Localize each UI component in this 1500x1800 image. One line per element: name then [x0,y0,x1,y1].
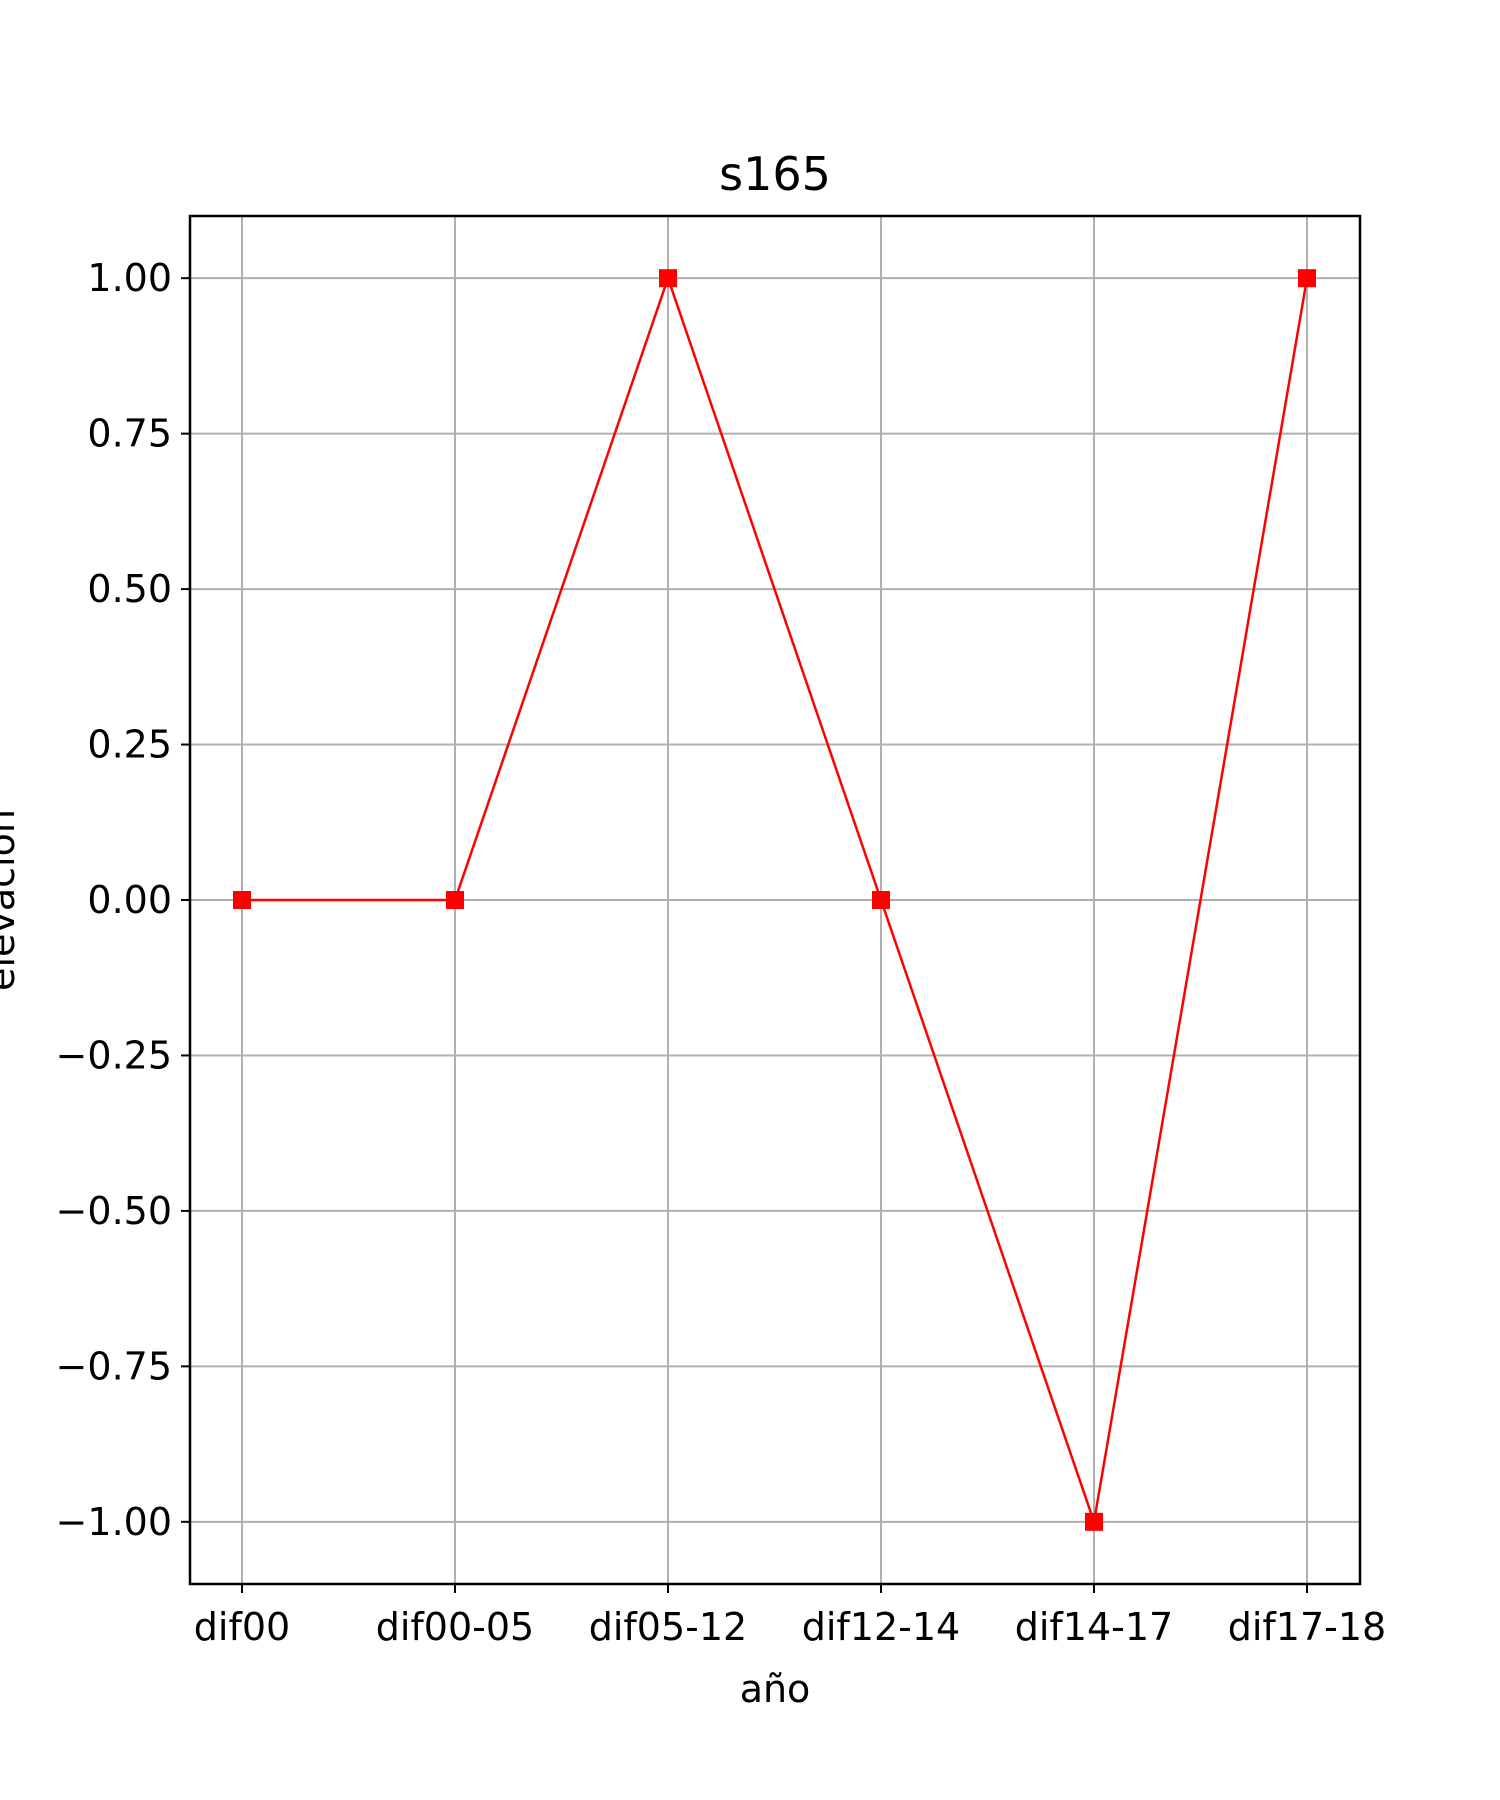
data-point-marker [659,269,677,288]
chart-title: s165 [719,147,831,201]
y-tick-label: −1.00 [56,1500,172,1544]
x-axis-label: año [740,1667,811,1711]
x-tick-label: dif17-18 [1228,1605,1386,1649]
y-tick-label: −0.75 [56,1344,172,1388]
data-point-marker [446,891,464,909]
x-tick-label: dif05-12 [589,1605,747,1649]
series-layer [233,269,1316,1531]
y-tick-label: 0.75 [87,412,172,456]
y-tick-label: 0.25 [87,723,172,767]
data-point-marker [1085,1512,1103,1531]
y-tick-label: −0.50 [56,1189,172,1233]
data-point-marker [1298,269,1316,288]
x-tick-label: dif14-17 [1015,1605,1173,1649]
y-tick-label: 0.50 [87,567,172,611]
y-tick-label: 1.00 [87,256,172,300]
y-tick-label: −0.25 [56,1033,172,1077]
data-point-marker [233,891,251,909]
grid [190,216,1360,1584]
ticks: dif00 dif00-05 dif05-12 dif12-14 dif14-17 dif… [56,256,1387,1649]
y-axis-label: elevación [0,809,23,991]
y-tick-label: 0.00 [87,878,172,922]
x-tick-label: dif12-14 [802,1605,960,1649]
series-line [242,274,1309,1523]
data-point-marker [872,891,890,909]
x-tick-label: dif00-05 [376,1605,534,1649]
x-tick-label: dif00 [194,1605,290,1649]
